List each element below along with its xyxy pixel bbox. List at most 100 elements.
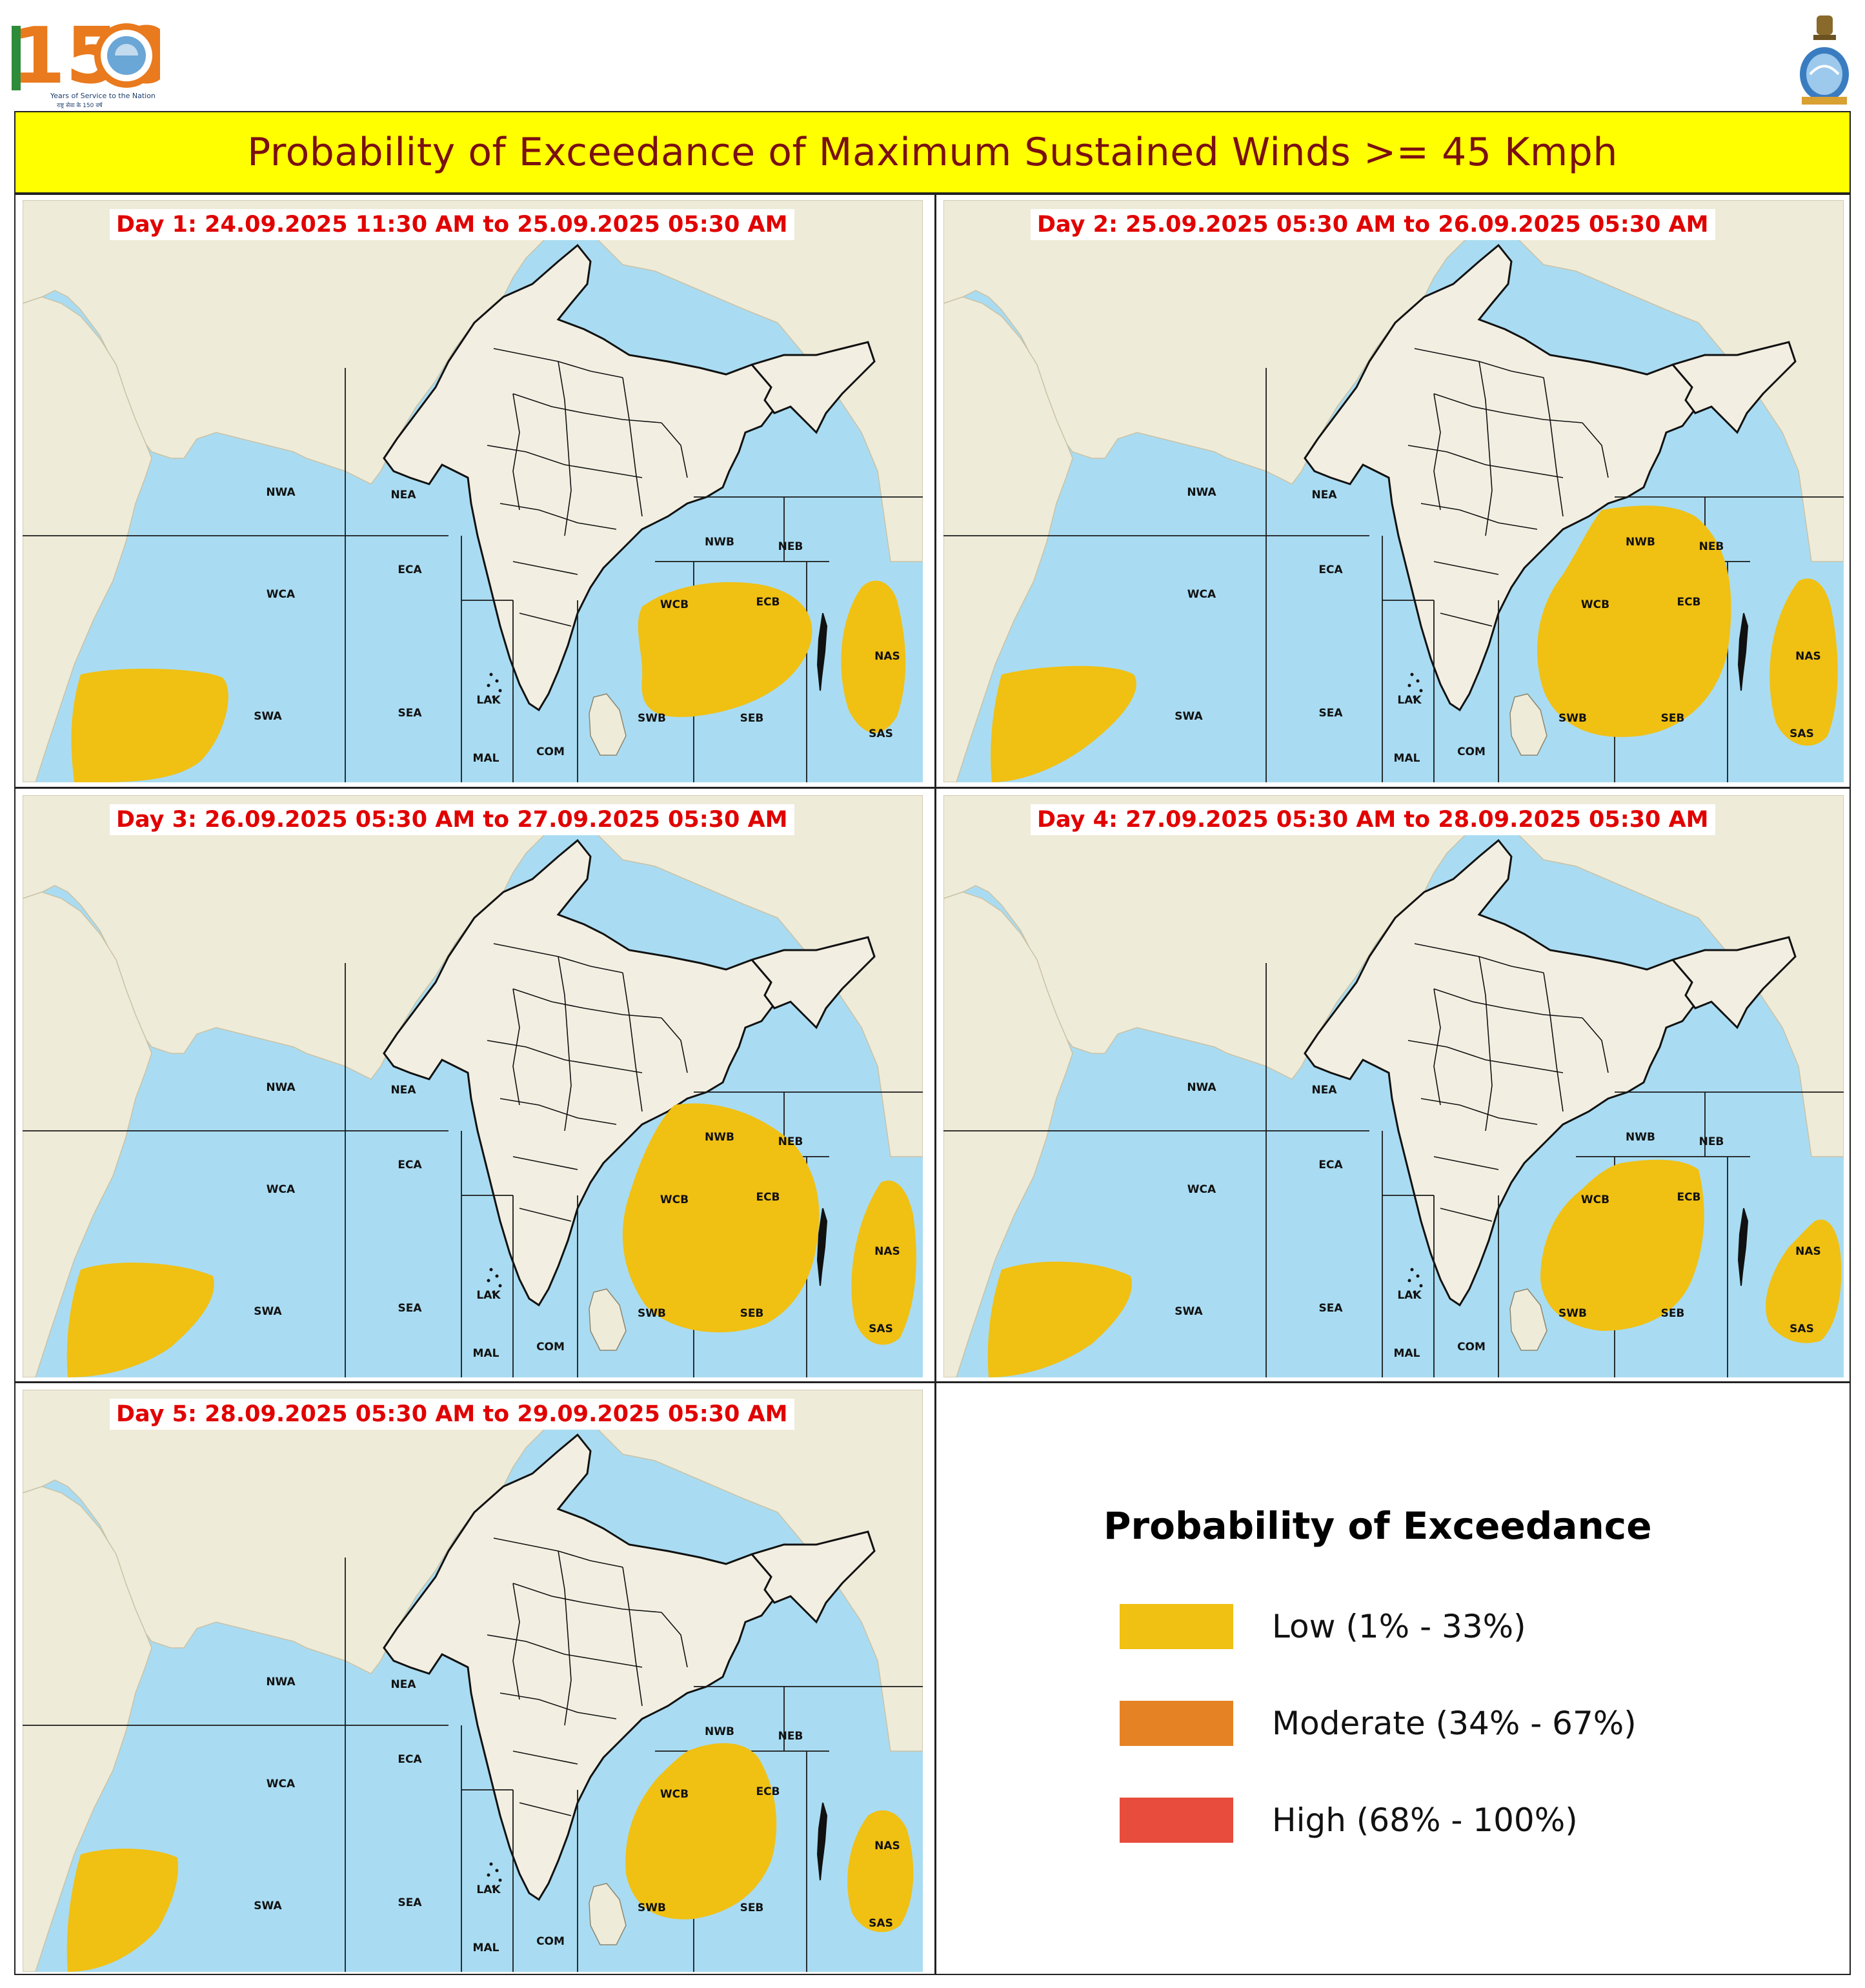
legend-label-moderate: Moderate (34% - 67%) bbox=[1272, 1705, 1637, 1742]
lakshadweep-island bbox=[1407, 684, 1411, 687]
lakshadweep-island bbox=[1419, 1284, 1423, 1288]
region-label-neb: NEB bbox=[778, 540, 803, 553]
lakshadweep-island bbox=[489, 1862, 493, 1866]
region-label-sas: SAS bbox=[869, 1917, 893, 1930]
region-label-swb: SWB bbox=[1558, 1307, 1587, 1320]
region-label-sas: SAS bbox=[869, 727, 893, 740]
state-boundary bbox=[622, 377, 643, 517]
lakshadweep-island bbox=[492, 695, 496, 699]
state-boundary bbox=[519, 1802, 572, 1816]
region-label-swb: SWB bbox=[1558, 712, 1587, 725]
region-label-com: COM bbox=[536, 1935, 565, 1948]
india-outline bbox=[383, 1433, 798, 1902]
grid-divider-horizontal bbox=[15, 1381, 1851, 1383]
region-label-swa: SWA bbox=[1174, 1305, 1203, 1318]
lakshadweep-island bbox=[498, 689, 502, 693]
northeast-india-outline bbox=[750, 936, 876, 1030]
region-label-nas: NAS bbox=[1795, 1245, 1821, 1258]
region-label-wcb: WCB bbox=[1581, 598, 1609, 611]
legend-label-high: High (68% - 100%) bbox=[1272, 1801, 1578, 1839]
state-boundary bbox=[1420, 1098, 1538, 1125]
region-label-wcb: WCB bbox=[660, 1788, 689, 1801]
state-boundary bbox=[1440, 1208, 1493, 1222]
region-label-swb: SWB bbox=[638, 1902, 666, 1914]
state-boundary bbox=[512, 988, 520, 1106]
region-label-wca: WCA bbox=[267, 1778, 296, 1790]
forecast-map-day1: NWA NEA WCA ECA SWA SEA LAK MAL COM NWB NEB WCB ECB N… bbox=[23, 200, 923, 782]
state-boundary bbox=[1478, 361, 1493, 536]
probability-area-low bbox=[1540, 1159, 1704, 1331]
region-label-swa: SWA bbox=[254, 1900, 282, 1912]
northeast-india-outline bbox=[750, 341, 876, 434]
region-label-swa: SWA bbox=[1174, 710, 1203, 723]
state-boundary bbox=[512, 1583, 662, 1613]
region-label-nwa: NWA bbox=[266, 486, 296, 499]
forecast-map-day5: NWA NEA WCA ECA SWA SEA LAK MAL COM NWB NEB WCB ECB N… bbox=[23, 1390, 923, 1972]
probability-area-low bbox=[1769, 578, 1838, 746]
lakshadweep-island bbox=[489, 673, 493, 676]
map-canvas: NWA NEA WCA ECA SWA SEA LAK MAL COM NWB NEB WCB ECB N… bbox=[23, 1390, 923, 1972]
region-label-ecb: ECB bbox=[756, 1785, 780, 1798]
lakshadweep-island bbox=[498, 1878, 502, 1882]
region-label-wca: WCA bbox=[267, 588, 296, 601]
region-label-seb: SEB bbox=[1661, 712, 1685, 725]
probability-area-low bbox=[987, 1261, 1132, 1377]
state-boundary bbox=[499, 1692, 617, 1719]
region-label-seb: SEB bbox=[740, 1307, 764, 1320]
region-label-sas: SAS bbox=[1789, 727, 1814, 740]
lakshadweep-island bbox=[487, 1873, 490, 1877]
state-boundary bbox=[1440, 613, 1493, 627]
region-label-neb: NEB bbox=[778, 1135, 803, 1148]
region-label-seb: SEB bbox=[740, 1902, 764, 1914]
region-label-nea: NEA bbox=[391, 489, 417, 502]
region-label-lak: LAK bbox=[1397, 694, 1422, 707]
sri-lanka bbox=[1509, 693, 1547, 756]
legend-item-moderate: Moderate (34% - 67%) bbox=[1120, 1701, 1637, 1746]
lakshadweep-island bbox=[492, 1885, 496, 1889]
region-label-nea: NEA bbox=[1312, 1084, 1338, 1097]
probability-area-low bbox=[847, 1810, 914, 1932]
region-label-wca: WCA bbox=[267, 1183, 296, 1196]
day-label: Day 3: 26.09.2025 05:30 AM to 27.09.2025… bbox=[110, 804, 794, 835]
region-label-ecb: ECB bbox=[756, 596, 780, 609]
lakshadweep-island bbox=[1410, 1268, 1414, 1272]
india-outline bbox=[1304, 838, 1719, 1307]
region-label-swa: SWA bbox=[254, 710, 282, 723]
probability-area-low bbox=[1766, 1219, 1842, 1343]
state-boundary bbox=[512, 561, 578, 575]
region-label-com: COM bbox=[536, 1341, 565, 1354]
arabian-peninsula bbox=[943, 296, 1073, 782]
region-label-nwa: NWA bbox=[266, 1676, 296, 1689]
region-label-mal: MAL bbox=[473, 1347, 499, 1360]
region-label-nwb: NWB bbox=[705, 536, 734, 549]
arabian-peninsula bbox=[23, 891, 152, 1377]
region-label-mal: MAL bbox=[473, 1942, 499, 1954]
state-boundary bbox=[1543, 972, 1564, 1112]
lakshadweep-island bbox=[487, 1279, 490, 1283]
probability-area-low bbox=[991, 665, 1136, 782]
sri-lanka bbox=[1509, 1288, 1547, 1351]
state-boundary bbox=[1433, 393, 1583, 423]
probability-area-low bbox=[622, 1103, 820, 1333]
region-label-com: COM bbox=[1457, 1341, 1486, 1354]
lakshadweep-island bbox=[1419, 689, 1423, 693]
imd-emblem-icon bbox=[1794, 13, 1855, 110]
region-label-eca: ECA bbox=[398, 1159, 422, 1172]
forecast-map-day3: NWA NEA WCA ECA SWA SEA LAK MAL COM NWB NEB WCB ECB N… bbox=[23, 795, 923, 1377]
logo-caption: Years of Service to the Nation bbox=[50, 92, 156, 100]
region-label-sas: SAS bbox=[1789, 1323, 1814, 1335]
map-canvas: NWA NEA WCA ECA SWA SEA LAK MAL COM NWB NEB WCB ECB N… bbox=[943, 200, 1844, 782]
state-boundary bbox=[661, 1017, 688, 1073]
state-boundary bbox=[661, 1612, 688, 1668]
region-label-lak: LAK bbox=[476, 1883, 501, 1896]
region-label-swb: SWB bbox=[638, 712, 666, 725]
region-label-ecb: ECB bbox=[1677, 1191, 1700, 1204]
andaman-islands bbox=[816, 1208, 828, 1286]
state-boundary bbox=[558, 956, 572, 1131]
grid-divider-vertical bbox=[934, 195, 936, 1975]
state-boundary bbox=[558, 361, 572, 536]
region-label-sas: SAS bbox=[869, 1323, 893, 1335]
region-label-nas: NAS bbox=[874, 650, 900, 663]
state-boundary bbox=[622, 972, 643, 1112]
lakshadweep-island bbox=[1416, 1274, 1420, 1278]
